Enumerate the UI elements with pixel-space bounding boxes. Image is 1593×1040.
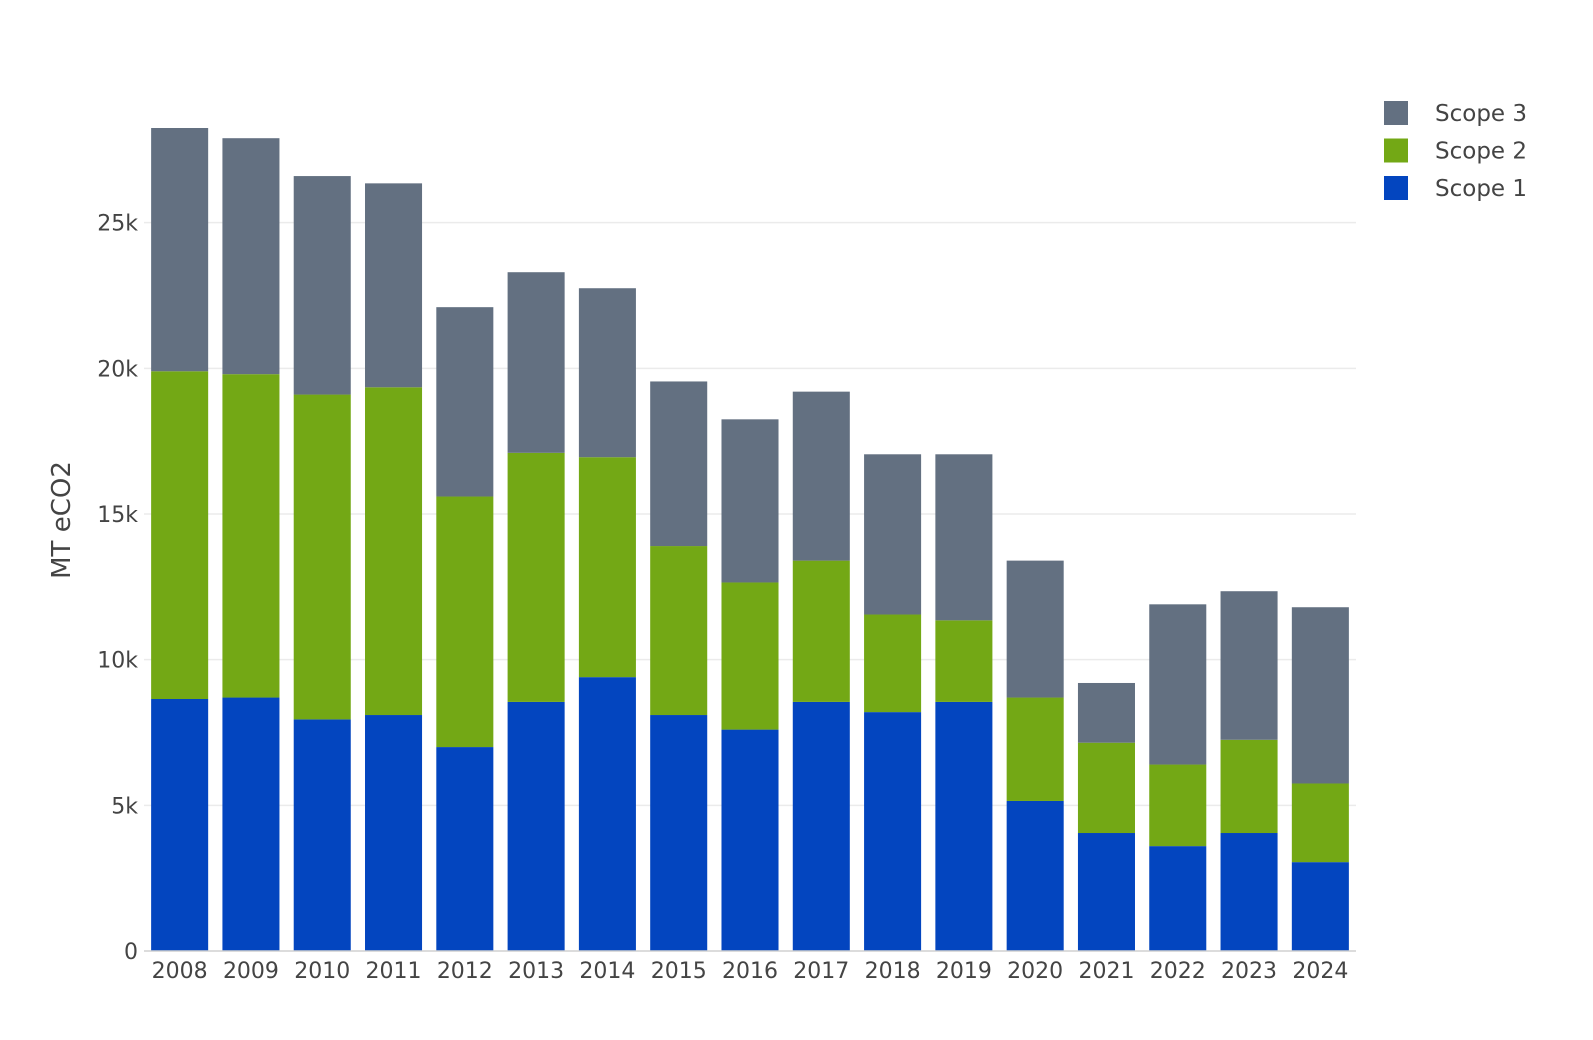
bar-scope-2-2008[interactable] [151, 371, 209, 700]
bar-scope-1-2016[interactable] [721, 729, 779, 951]
bar-scope-1-2009[interactable] [222, 697, 280, 951]
bar-scope-2-2017[interactable] [792, 560, 850, 702]
y-tick-label: 5k [111, 794, 138, 819]
bar-scope-3-2014[interactable] [578, 288, 636, 458]
bar-scope-1-2017[interactable] [792, 701, 850, 951]
y-tick-label: 10k [97, 649, 138, 674]
bar-scope-3-2019[interactable] [935, 454, 993, 621]
x-tick-label: 2015 [651, 959, 707, 984]
bar-scope-1-2008[interactable] [151, 699, 209, 951]
bar-scope-3-2011[interactable] [365, 183, 423, 388]
x-tick-label: 2013 [508, 959, 564, 984]
bar-scope-2-2024[interactable] [1291, 783, 1349, 863]
y-axis-title: MT eCO2 [47, 461, 77, 579]
x-tick-label: 2011 [366, 959, 422, 984]
x-axis: 2008 2009 2010 2011 2012 2013 2014 2015 2016 2017… [144, 950, 1356, 984]
bar-scope-1-2022[interactable] [1149, 846, 1207, 951]
y-tick-label: 0 [124, 940, 138, 965]
x-tick-label: 2021 [1078, 959, 1134, 984]
bar-scope-1-2018[interactable] [864, 712, 922, 951]
x-tick-label: 2016 [722, 959, 778, 984]
x-tick-label: 2012 [437, 959, 493, 984]
bar-scope-3-2018[interactable] [864, 454, 922, 615]
bar-scope-2-2023[interactable] [1220, 739, 1278, 834]
legend-swatch [1384, 138, 1408, 163]
legend-label: Scope 1 [1435, 176, 1527, 202]
bar-scope-2-2012[interactable] [436, 496, 494, 748]
bars [151, 128, 1349, 951]
bar-scope-1-2020[interactable] [1006, 800, 1064, 951]
bar-scope-2-2021[interactable] [1077, 742, 1135, 834]
bar-scope-3-2015[interactable] [650, 381, 708, 547]
bar-scope-1-2015[interactable] [650, 715, 708, 951]
legend-label: Scope 3 [1435, 101, 1527, 127]
x-tick-label: 2010 [294, 959, 350, 984]
bar-scope-3-2022[interactable] [1149, 604, 1207, 765]
legend-label: Scope 2 [1435, 139, 1527, 165]
bar-scope-2-2014[interactable] [578, 457, 636, 678]
legend-item-scope-2[interactable]: Scope 2 [1384, 138, 1527, 165]
bar-scope-3-2021[interactable] [1077, 682, 1135, 743]
x-tick-label: 2017 [793, 959, 849, 984]
x-tick-label: 2009 [223, 959, 279, 984]
bar-scope-1-2019[interactable] [935, 701, 993, 951]
y-tick-label: 25k [97, 212, 138, 237]
bar-scope-3-2024[interactable] [1291, 607, 1349, 784]
legend-item-scope-3[interactable]: Scope 3 [1384, 101, 1527, 127]
bar-scope-2-2011[interactable] [365, 387, 423, 716]
bar-scope-1-2023[interactable] [1220, 833, 1278, 951]
bar-scope-1-2010[interactable] [293, 719, 351, 951]
bar-scope-2-2020[interactable] [1006, 697, 1064, 801]
bar-scope-2-2009[interactable] [222, 374, 280, 698]
bar-scope-3-2012[interactable] [436, 307, 494, 497]
x-tick-label: 2020 [1007, 959, 1063, 984]
bar-scope-3-2013[interactable] [507, 272, 565, 453]
x-tick-label: 2019 [936, 959, 992, 984]
legend[interactable]: Scope 3 Scope 2 Scope 1 [1384, 101, 1527, 202]
x-tick-label: 2022 [1150, 959, 1206, 984]
bar-scope-1-2021[interactable] [1077, 833, 1135, 951]
bar-scope-1-2012[interactable] [436, 747, 494, 951]
bar-scope-2-2010[interactable] [293, 394, 351, 720]
y-tick-label: 15k [97, 503, 138, 528]
bar-scope-1-2013[interactable] [507, 701, 565, 951]
x-tick-label: 2018 [865, 959, 921, 984]
bar-scope-2-2015[interactable] [650, 546, 708, 716]
bar-scope-2-2013[interactable] [507, 452, 565, 702]
y-tick-label: 20k [97, 357, 138, 382]
bar-scope-3-2010[interactable] [293, 176, 351, 395]
bar-scope-3-2008[interactable] [151, 128, 209, 372]
legend-swatch [1384, 101, 1408, 125]
legend-swatch [1384, 176, 1408, 200]
x-tick-label: 2008 [152, 959, 208, 984]
bar-scope-1-2024[interactable] [1291, 862, 1349, 951]
bar-scope-1-2011[interactable] [365, 715, 423, 951]
x-tick-label: 2024 [1292, 959, 1348, 984]
bar-scope-3-2017[interactable] [792, 391, 850, 561]
legend-item-scope-1[interactable]: Scope 1 [1384, 176, 1527, 202]
bar-scope-2-2022[interactable] [1149, 764, 1207, 847]
bar-scope-2-2016[interactable] [721, 582, 779, 730]
bar-scope-3-2023[interactable] [1220, 591, 1278, 740]
bar-scope-3-2020[interactable] [1006, 560, 1064, 698]
bar-scope-1-2014[interactable] [578, 677, 636, 951]
bar-scope-2-2019[interactable] [935, 620, 993, 702]
y-axis: 0 5k 10k 15k 20k 25k [97, 212, 138, 965]
bar-scope-3-2009[interactable] [222, 138, 280, 375]
x-tick-label: 2014 [579, 959, 635, 984]
x-tick-label: 2023 [1221, 959, 1277, 984]
bar-scope-2-2018[interactable] [864, 614, 922, 713]
bar-scope-3-2016[interactable] [721, 419, 779, 583]
